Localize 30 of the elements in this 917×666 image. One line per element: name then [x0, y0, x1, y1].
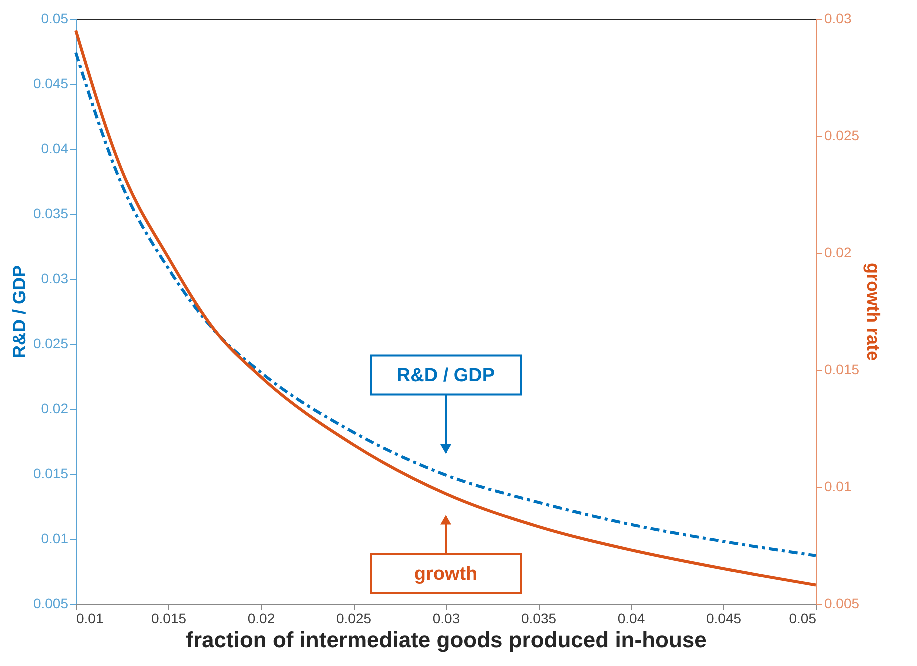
y2-tick-label: 0.01	[824, 478, 852, 494]
y-tick-label: 0.04	[41, 140, 69, 156]
y-tick-label: 0.01	[41, 530, 69, 546]
x-tick-label: 0.02	[248, 610, 276, 626]
y-tick-label: 0.005	[33, 596, 69, 612]
y-tick-label: 0.015	[33, 466, 69, 482]
y-tick-label: 0.02	[41, 400, 69, 416]
x-tick-label: 0.05	[789, 610, 817, 626]
y-tick-label: 0.025	[33, 336, 69, 352]
annotation: growth	[414, 564, 478, 586]
y-tick-label: 0.05	[41, 10, 69, 26]
y2-tick-label: 0.02	[824, 244, 852, 260]
x-axis-title: fraction of intermediate goods produced in-house	[186, 628, 707, 652]
y-axis-title: R&D / GDP	[9, 265, 30, 359]
y2-tick-label: 0.03	[824, 10, 852, 26]
x-tick-label: 0.045	[706, 610, 742, 626]
x-tick-label: 0.035	[521, 610, 557, 626]
x-tick-label: 0.025	[336, 610, 372, 626]
x-tick-label: 0.015	[151, 610, 187, 626]
y-tick-label: 0.03	[41, 270, 69, 286]
y-tick-label: 0.035	[33, 206, 69, 222]
x-tick-label: 0.03	[432, 610, 460, 626]
y2-axis-title: growth rate	[864, 262, 884, 362]
y2-tick-label: 0.005	[824, 596, 860, 612]
y2-tick-label: 0.025	[824, 128, 860, 144]
x-tick-label: 0.01	[76, 610, 104, 626]
y-tick-label: 0.045	[33, 76, 69, 92]
y2-tick-label: 0.015	[824, 362, 860, 378]
x-tick-label: 0.04	[618, 610, 646, 626]
annotation: R&D / GDP	[396, 365, 496, 386]
